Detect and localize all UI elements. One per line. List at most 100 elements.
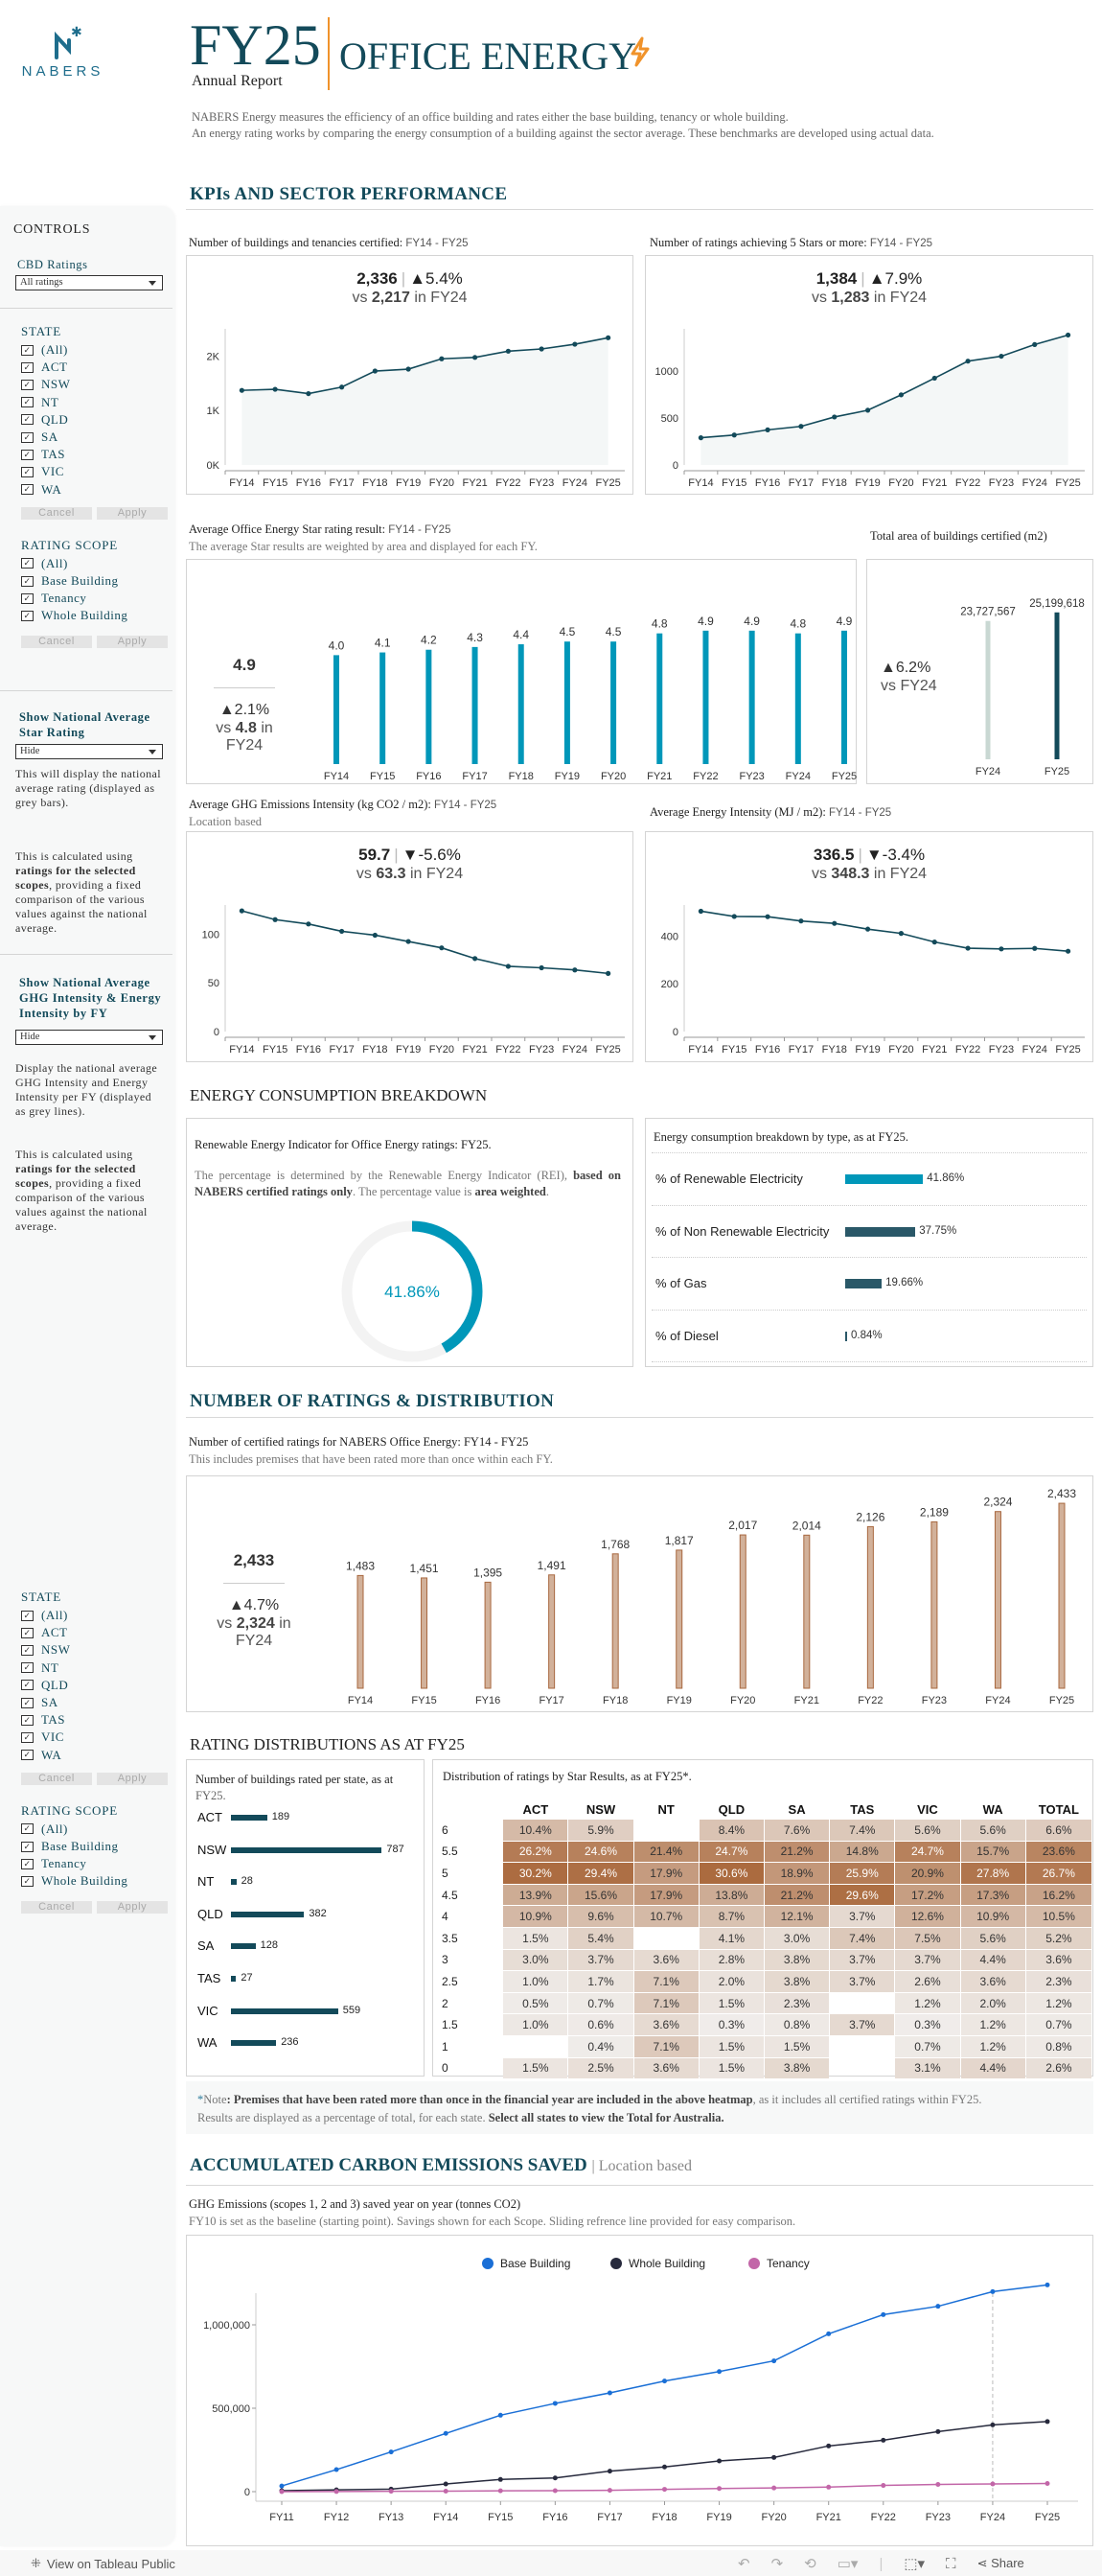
- state-checkbox-act[interactable]: ✓ ACT: [21, 1625, 68, 1640]
- state-count-card: Number of buildings rated per state, as …: [186, 1759, 425, 2077]
- scope-checkbox-all[interactable]: ✓ (All): [21, 1822, 68, 1837]
- scope-checkbox-whole-building[interactable]: ✓ Whole Building: [21, 1873, 127, 1889]
- data-point: [864, 407, 871, 413]
- checkbox-label: NSW: [41, 377, 71, 392]
- avg-star-chart-card: 4.0 FY14 4.1 FY15 4.2 FY16 4.3 FY17 4.4 FY18 4.5 FY…: [186, 559, 857, 784]
- logo-text: NABERS: [21, 63, 104, 80]
- state-apply-button[interactable]: Apply: [97, 506, 168, 520]
- heatmap-cell: 3.0%: [503, 1949, 568, 1971]
- row-divider: [652, 1205, 1087, 1206]
- data-point: [731, 432, 737, 438]
- tableau-toolbar: ⁜ View on Tableau Public ↶ ↷ ⟲ ▭▾ | ⬚▾ ⛶ ⋖ Shar…: [0, 2550, 1102, 2576]
- state-checkbox-qld[interactable]: ✓ QLD: [21, 1678, 68, 1693]
- scope-checkbox-all[interactable]: ✓ (All): [21, 556, 68, 571]
- bar: [1058, 1502, 1066, 1689]
- download-icon[interactable]: ⬚▾: [904, 2556, 926, 2572]
- share-button[interactable]: ⋖ Share: [977, 2556, 1024, 2571]
- breakdown-bar: [845, 1331, 847, 1341]
- state-checkbox-act[interactable]: ✓ ACT: [21, 360, 68, 375]
- heatmap-cell: 0.4%: [568, 2035, 633, 2057]
- y-tick-label: 0: [214, 1027, 219, 1038]
- state-checkbox-nt[interactable]: ✓ NT: [21, 395, 58, 410]
- x-tick-label: FY17: [329, 1044, 354, 1056]
- checkbox-checked-icon: ✓: [21, 1662, 34, 1674]
- state-checkbox-vic[interactable]: ✓ VIC: [21, 464, 64, 479]
- breakdown-label: % of Diesel: [655, 1328, 719, 1343]
- state-checkbox-tas[interactable]: ✓ TAS: [21, 447, 65, 462]
- fullscreen-icon[interactable]: ⛶: [946, 2555, 956, 2572]
- x-tick-label: FY25: [1035, 2512, 1060, 2523]
- state-checkbox-vic[interactable]: ✓ VIC: [21, 1729, 64, 1745]
- state-checkbox-wa[interactable]: ✓ WA: [21, 482, 61, 498]
- state-checkbox-all[interactable]: ✓ (All): [21, 342, 68, 358]
- checkbox-label: WA: [41, 1747, 62, 1762]
- redo-icon[interactable]: ↷: [770, 2556, 784, 2572]
- kpi-current-value: 59.7: [358, 846, 391, 864]
- x-tick-label: FY14: [688, 1044, 713, 1056]
- checkbox-label: (All): [41, 1821, 68, 1836]
- scope-checkbox-base-building[interactable]: ✓ Base Building: [21, 573, 119, 589]
- scope-checkbox-base-building[interactable]: ✓ Base Building: [21, 1839, 119, 1854]
- nabers-logo[interactable]: ✱ NABERS: [17, 21, 108, 83]
- state-checkbox-tas[interactable]: ✓ TAS: [21, 1712, 65, 1728]
- view-on-tableau-link[interactable]: ⁜ View on Tableau Public: [31, 2556, 175, 2571]
- rei-desc-text: .: [545, 1185, 549, 1198]
- heatmap-cell: 1.5%: [503, 2057, 568, 2079]
- scope-checkbox-tenancy[interactable]: ✓ Tenancy: [21, 591, 86, 606]
- y-tick-label: 0K: [207, 460, 220, 472]
- national-ghg-dropdown[interactable]: Hide: [15, 1030, 163, 1045]
- scope-cancel-button[interactable]: Cancel: [21, 635, 92, 648]
- lightning-icon: [631, 36, 650, 67]
- heatmap-cell: 5.4%: [568, 1927, 633, 1949]
- kpi-divider: [214, 687, 275, 688]
- area-chart-title: Total area of buildings certified (m2): [870, 529, 1047, 543]
- data-point: [771, 2454, 777, 2460]
- kpi-vs: vs: [356, 866, 377, 882]
- scope-apply-button[interactable]: Apply: [97, 1900, 168, 1914]
- heatmap-cell: 2.0%: [960, 1992, 1025, 2014]
- heatmap-cell: 10.9%: [503, 1906, 568, 1927]
- cbd-ratings-dropdown[interactable]: All ratings: [15, 275, 163, 290]
- undo-icon[interactable]: ↶: [738, 2556, 750, 2572]
- heatmap-cell: 7.4%: [830, 1927, 895, 1949]
- heatmap-row-label: 3: [442, 1953, 448, 1967]
- heatmap-cell: 21.2%: [764, 1884, 830, 1906]
- state-apply-button[interactable]: Apply: [97, 1772, 168, 1785]
- scope-apply-button[interactable]: Apply: [97, 635, 168, 648]
- checkbox-label: TAS: [41, 1712, 66, 1728]
- state-cancel-button[interactable]: Cancel: [21, 506, 92, 520]
- state-cancel-button[interactable]: Cancel: [21, 1772, 92, 1785]
- heatmap-cell: 2.8%: [699, 1949, 764, 1971]
- section-divider: [186, 1417, 1093, 1418]
- state-checkbox-nt[interactable]: ✓ NT: [21, 1660, 58, 1676]
- title-fy: FY25.: [195, 1789, 226, 1802]
- state-checkbox-nsw[interactable]: ✓ NSW: [21, 377, 70, 392]
- national-star-dropdown[interactable]: Hide: [15, 744, 163, 759]
- state-count-label: 382: [309, 1907, 327, 1919]
- revert-icon[interactable]: ⟲: [804, 2556, 816, 2572]
- refresh-icon[interactable]: ▭▾: [837, 2556, 859, 2572]
- scope-cancel-button[interactable]: Cancel: [21, 1900, 92, 1914]
- x-tick-label: FY20: [429, 1044, 454, 1056]
- x-tick-label: FY19: [667, 1695, 692, 1706]
- state-checkbox-sa[interactable]: ✓ SA: [21, 1695, 58, 1710]
- checkbox-label: SA: [41, 1695, 58, 1709]
- state-checkbox-sa[interactable]: ✓ SA: [21, 429, 58, 445]
- x-tick-label: FY25: [1055, 477, 1080, 489]
- ratings-section-heading: NUMBER OF RATINGS & DISTRIBUTION: [190, 1391, 555, 1411]
- heatmap-cell: [503, 2036, 567, 2057]
- y-tick-label: 500: [661, 413, 678, 425]
- heatmap-cell: 15.6%: [568, 1884, 633, 1906]
- data-point: [306, 921, 311, 927]
- state-checkbox-wa[interactable]: ✓ WA: [21, 1748, 61, 1763]
- heatmap-cell: 1.5%: [764, 2035, 830, 2057]
- scope-checkbox-whole-building[interactable]: ✓ Whole Building: [21, 608, 127, 623]
- state-checkbox-all[interactable]: ✓ (All): [21, 1608, 68, 1623]
- state-checkbox-qld[interactable]: ✓ QLD: [21, 412, 68, 428]
- scope-checkbox-tenancy[interactable]: ✓ Tenancy: [21, 1856, 86, 1871]
- state-checkbox-nsw[interactable]: ✓ NSW: [21, 1642, 70, 1658]
- heatmap-row: 2.5 1.0% 1.7% 7.1% 2.0% 3.8% 3.7% 2.6% 3.6% 2.3%: [440, 1971, 1091, 1992]
- y-tick-label: 100: [202, 929, 219, 940]
- kpi-current-value: 4.9: [233, 656, 256, 674]
- x-tick-label: FY19: [396, 1044, 421, 1056]
